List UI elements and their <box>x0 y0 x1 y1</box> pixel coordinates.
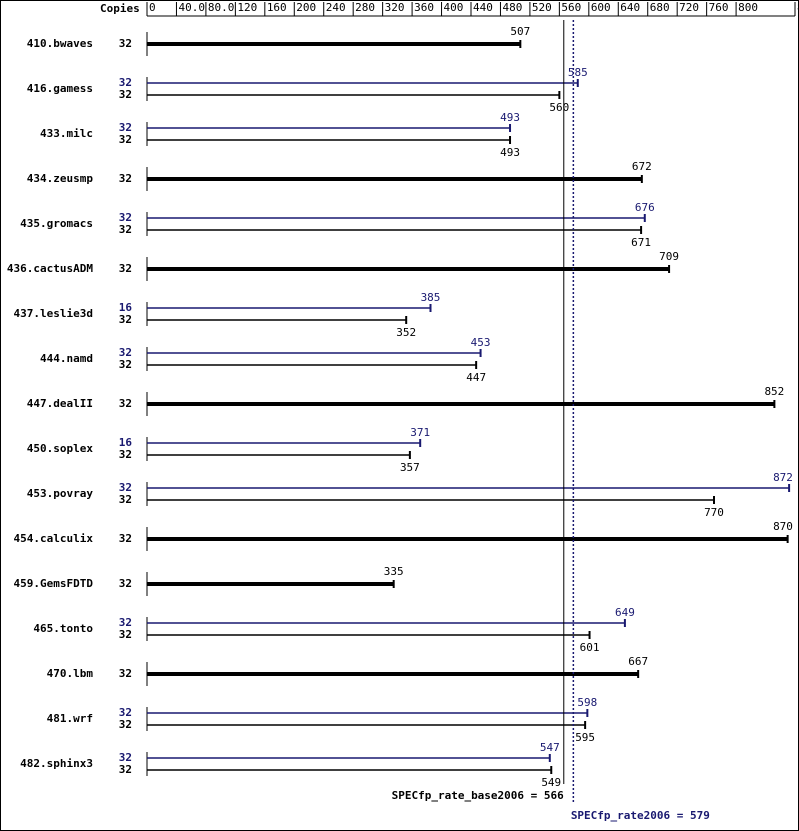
x-tick-label: 560 <box>561 1 581 14</box>
benchmark-label: 450.soplex <box>27 442 94 455</box>
copies-label: 32 <box>119 133 132 146</box>
value-label: 872 <box>773 471 793 484</box>
copies-label: 32 <box>119 718 132 731</box>
copies-label: 16 <box>119 301 133 314</box>
value-label: 870 <box>773 520 793 533</box>
benchmark-label: 444.namd <box>40 352 93 365</box>
value-label: 585 <box>568 66 588 79</box>
value-label: 447 <box>466 371 486 384</box>
copies-label: 32 <box>119 172 132 185</box>
value-label: 852 <box>764 385 784 398</box>
copies-label: 32 <box>119 628 132 641</box>
value-label: 371 <box>410 426 430 439</box>
benchmark-label: 447.dealII <box>27 397 93 410</box>
value-label: 549 <box>541 776 561 789</box>
value-label: 595 <box>575 731 595 744</box>
benchmark-label: 465.tonto <box>33 622 93 635</box>
value-label: 667 <box>628 655 648 668</box>
x-tick-label: 720 <box>679 1 699 14</box>
copies-label: 32 <box>119 358 132 371</box>
copies-label: 32 <box>119 481 132 494</box>
value-label: 676 <box>635 201 655 214</box>
value-label: 507 <box>510 25 530 38</box>
x-tick-label: 600 <box>591 1 611 14</box>
benchmark-label: 454.calculix <box>14 532 94 545</box>
x-tick-label: 760 <box>709 1 729 14</box>
benchmark-label: 434.zeusmp <box>27 172 94 185</box>
x-tick-label: 440 <box>473 1 493 14</box>
copies-label: 32 <box>119 577 132 590</box>
benchmark-label: 459.GemsFDTD <box>14 577 94 590</box>
benchmark-label: 470.lbm <box>47 667 94 680</box>
copies-label: 32 <box>119 616 132 629</box>
benchmark-label: 436.cactusADM <box>7 262 93 275</box>
x-tick-label: 160 <box>267 1 287 14</box>
benchmark-label: 453.povray <box>27 487 94 500</box>
x-tick-label: 200 <box>296 1 316 14</box>
value-label: 709 <box>659 250 679 263</box>
value-label: 493 <box>500 111 520 124</box>
x-tick-label: 240 <box>326 1 346 14</box>
x-tick-label: 400 <box>444 1 464 14</box>
value-label: 560 <box>549 101 569 114</box>
benchmark-label: 433.milc <box>40 127 93 140</box>
benchmark-label: 481.wrf <box>47 712 93 725</box>
copies-header: Copies <box>100 2 140 15</box>
x-tick-label: 800 <box>738 1 758 14</box>
x-tick-label: 880 <box>797 1 799 14</box>
benchmark-label: 437.leslie3d <box>14 307 93 320</box>
copies-label: 32 <box>119 121 132 134</box>
copies-label: 32 <box>119 262 132 275</box>
reference-label: SPECfp_rate2006 = 579 <box>571 809 710 822</box>
copies-label: 32 <box>119 667 132 680</box>
copies-label: 32 <box>119 448 132 461</box>
copies-label: 32 <box>119 211 132 224</box>
copies-label: 32 <box>119 706 132 719</box>
copies-label: 32 <box>119 76 132 89</box>
benchmark-label: 435.gromacs <box>20 217 93 230</box>
value-label: 493 <box>500 146 520 159</box>
benchmark-label: 410.bwaves <box>27 37 93 50</box>
copies-label: 32 <box>119 751 132 764</box>
value-label: 335 <box>384 565 404 578</box>
value-label: 770 <box>704 506 724 519</box>
x-tick-label: 640 <box>620 1 640 14</box>
reference-label: SPECfp_rate_base2006 = 566 <box>392 789 565 802</box>
value-label: 649 <box>615 606 635 619</box>
value-label: 601 <box>580 641 600 654</box>
x-tick-label: 480 <box>502 1 522 14</box>
copies-label: 16 <box>119 436 133 449</box>
value-label: 352 <box>396 326 416 339</box>
value-label: 598 <box>577 696 597 709</box>
copies-label: 32 <box>119 37 132 50</box>
x-tick-label: 520 <box>532 1 552 14</box>
x-tick-label: 40.0 <box>178 1 205 14</box>
x-tick-label: 120 <box>237 1 257 14</box>
x-tick-label: 0 <box>149 1 156 14</box>
value-label: 357 <box>400 461 420 474</box>
benchmark-label: 482.sphinx3 <box>20 757 93 770</box>
value-label: 671 <box>631 236 651 249</box>
value-label: 453 <box>471 336 491 349</box>
x-tick-label: 280 <box>355 1 375 14</box>
copies-label: 32 <box>119 313 132 326</box>
x-tick-label: 80.0 <box>208 1 235 14</box>
copies-label: 32 <box>119 397 132 410</box>
value-label: 547 <box>540 741 560 754</box>
copies-label: 32 <box>119 532 132 545</box>
x-tick-label: 360 <box>414 1 434 14</box>
value-label: 385 <box>421 291 441 304</box>
benchmark-label: 416.gamess <box>27 82 93 95</box>
x-tick-label: 680 <box>650 1 670 14</box>
copies-label: 32 <box>119 493 132 506</box>
copies-label: 32 <box>119 763 132 776</box>
copies-label: 32 <box>119 223 132 236</box>
copies-label: 32 <box>119 346 132 359</box>
value-label: 672 <box>632 160 652 173</box>
x-tick-label: 320 <box>385 1 405 14</box>
copies-label: 32 <box>119 88 132 101</box>
